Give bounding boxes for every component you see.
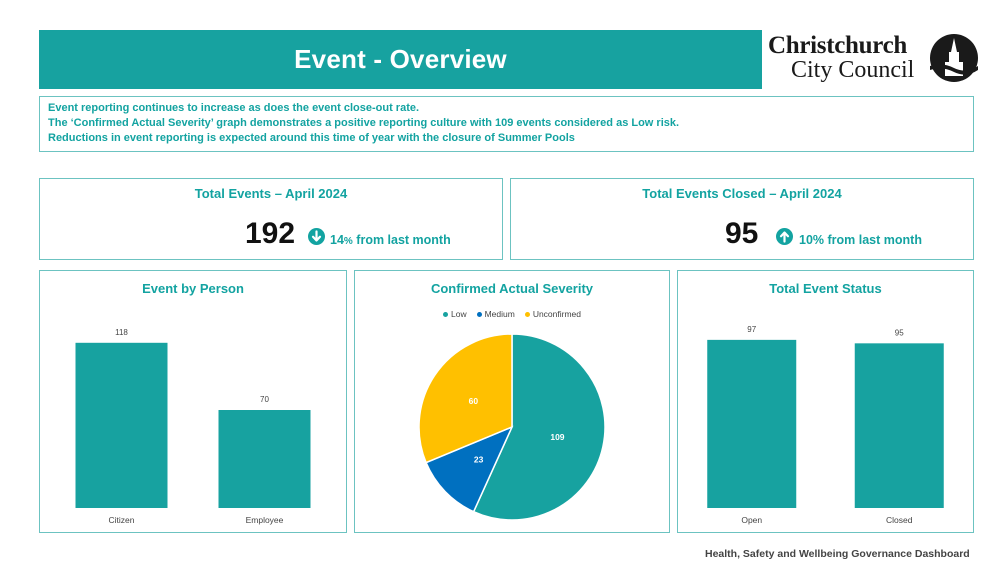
chart-legend: Low Medium Unconfirmed [355,309,669,319]
legend-item: Unconfirmed [524,309,581,319]
council-logo: Christchurch City Council [768,30,983,90]
chart-title: Event by Person [142,281,244,296]
legend-swatch [476,311,482,317]
legend-item: Medium [476,309,515,319]
data-label: 95 [895,328,904,337]
legend-label: Medium [484,309,515,319]
chart-panel-event-by-person: Event by Person 118 Citizen 70 Employee [39,270,347,533]
chart-title: Total Event Status [769,281,882,296]
footer-text: Health, Safety and Wellbeing Governance … [705,548,970,560]
kpi-value: 192 [245,217,296,250]
data-label: 118 [115,328,128,337]
data-label: 70 [260,395,269,404]
pie-chart-severity: 109 23 60 [418,333,606,521]
chart-panel-severity: Confirmed Actual Severity Low Medium Uncon… [354,270,670,533]
arrow-up-icon [776,228,793,245]
summary-line: Reductions in event reporting is expecte… [48,132,575,144]
legend-swatch [524,311,530,317]
category-label: Closed [886,515,913,525]
kpi-total-events: Total Events – April 2024 192 14% from l… [39,178,503,260]
legend-label: Unconfirmed [532,309,581,319]
slice-label: 23 [474,454,484,464]
page-title: Event - Overview [294,44,507,74]
data-label: 97 [747,325,756,334]
pie-slice [472,333,606,521]
pie-slice [418,333,513,464]
chart-title: Confirmed Actual Severity [430,281,594,296]
kpi-value: 95 [725,217,759,250]
kpi-change: 10% from last month [799,233,922,247]
bar-chart-event-by-person: 118 Citizen 70 Employee [75,328,311,525]
legend-label: Low [450,309,467,319]
kpi-change-pct: 14 [330,233,344,247]
kpi-total-closed: Total Events Closed – April 2024 95 10% … [510,178,974,260]
legend-item: Low [442,309,467,319]
bar [75,342,168,508]
page-title-banner: Event - Overview [39,30,762,89]
kpi-change-text: from last month [352,233,451,247]
legend-swatch [442,311,448,317]
kpi-title: Total Events – April 2024 [194,186,348,201]
category-label: Open [741,515,762,525]
kpi-change-unit: % [343,236,353,247]
category-label: Citizen [109,515,135,525]
summary-line: Event reporting continues to increase as… [48,102,420,114]
bar [218,410,311,508]
kpi-title: Total Events Closed – April 2024 [642,186,842,201]
logo-line-2: City Council [791,57,915,83]
kpi-change-pct: 10% [799,233,825,247]
kpi-change: 14% from last month [330,233,451,247]
summary-box: Event reporting continues to increase as… [39,96,974,152]
bar [854,343,944,508]
arrow-down-icon [308,228,325,245]
pie-slice [425,425,514,513]
cathedral-emblem-icon [930,34,978,82]
bar-chart-event-status: 97 Open 95 Closed [707,325,944,525]
category-label: Employee [246,515,284,525]
slice-label: 60 [469,396,479,406]
chart-panel-event-status: Total Event Status 97 Open 95 Closed [677,270,974,533]
slice-label: 109 [550,432,564,442]
kpi-change-text: from last month [824,233,922,247]
summary-line: The ‘Confirmed Actual Severity’ graph de… [48,117,680,129]
logo-line-1: Christchurch [768,32,908,59]
bar [707,339,797,508]
